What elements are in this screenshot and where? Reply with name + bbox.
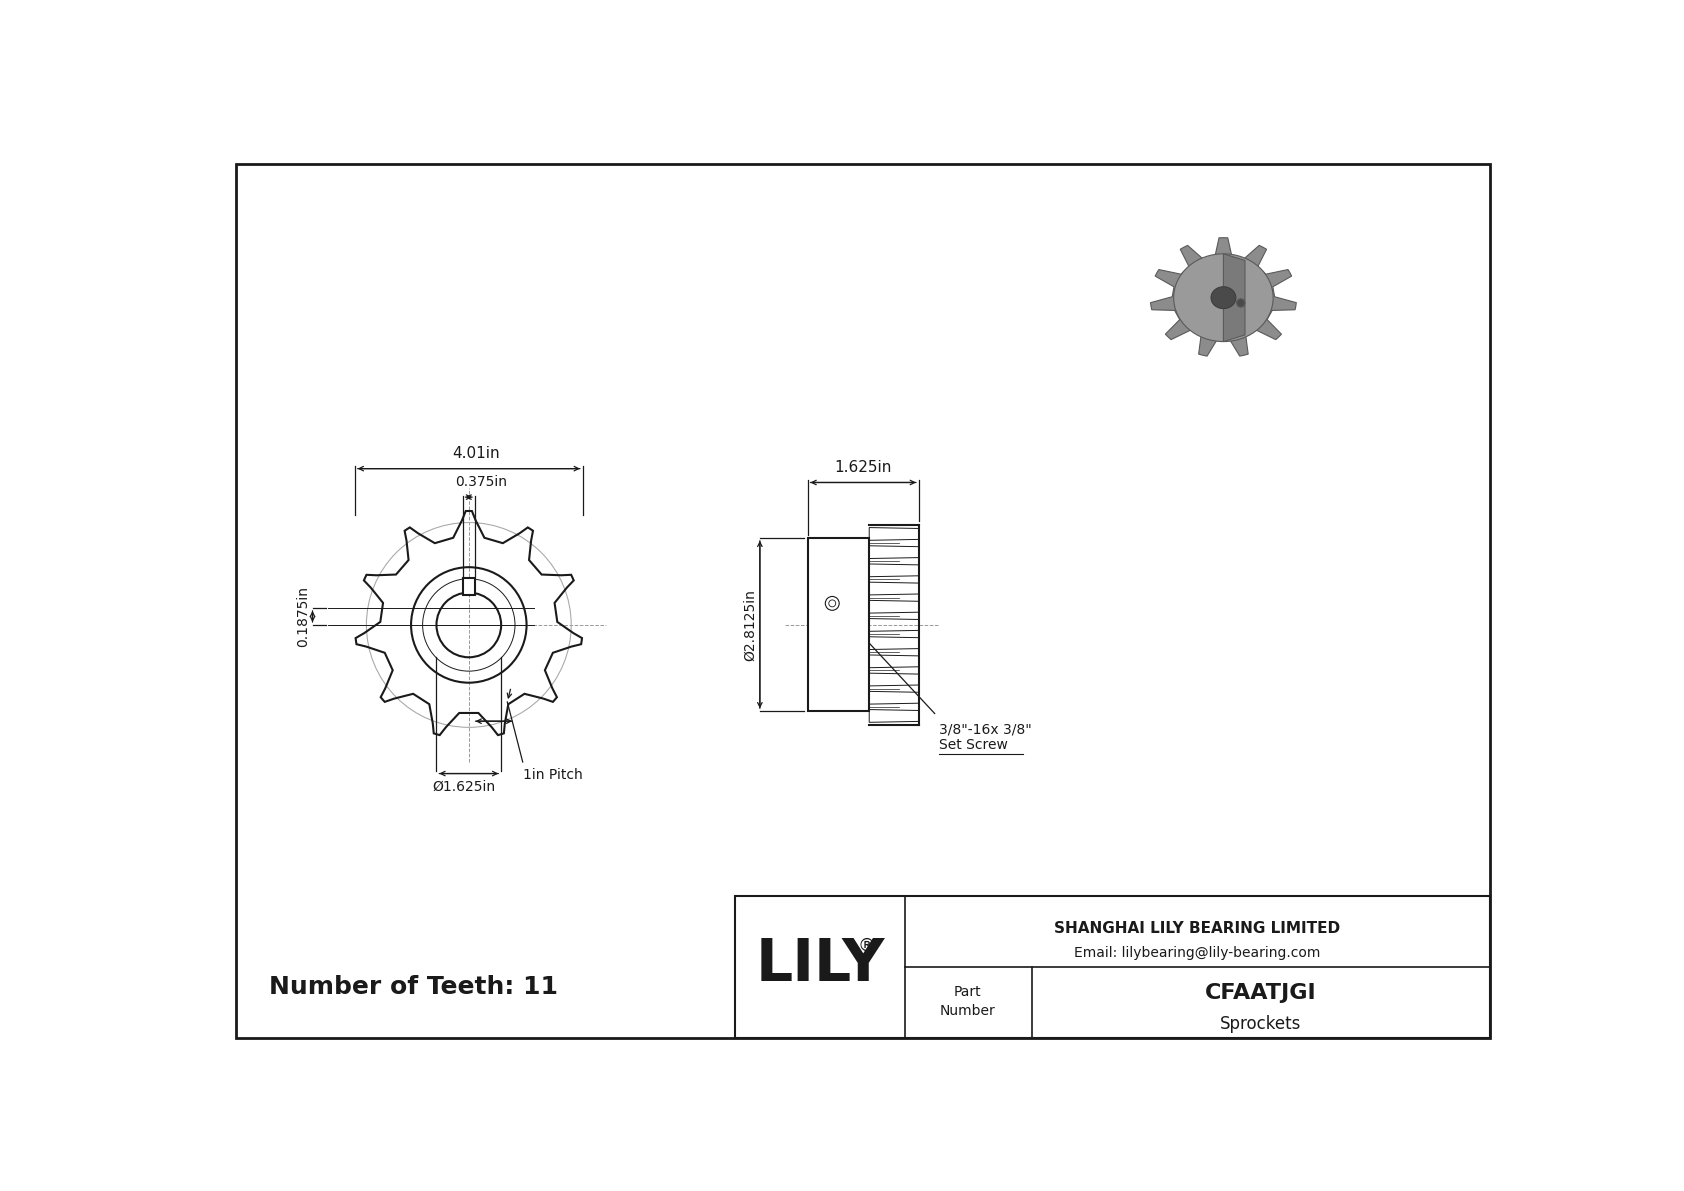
Text: Number of Teeth: 11: Number of Teeth: 11 <box>269 975 557 999</box>
Text: SHANGHAI LILY BEARING LIMITED: SHANGHAI LILY BEARING LIMITED <box>1054 922 1340 936</box>
Text: ®: ® <box>857 937 876 955</box>
Bar <box>808 538 869 711</box>
Text: 0.375in: 0.375in <box>455 475 507 490</box>
Text: CFAATJGI: CFAATJGI <box>1206 983 1317 1003</box>
Text: 1in Pitch: 1in Pitch <box>522 768 583 782</box>
Bar <box>736 896 1490 1039</box>
Text: Ø1.625in: Ø1.625in <box>433 780 495 793</box>
Text: 3/8"-16x 3/8": 3/8"-16x 3/8" <box>938 723 1031 736</box>
Text: Set Screw: Set Screw <box>938 738 1007 752</box>
Text: Sprockets: Sprockets <box>1221 1015 1302 1033</box>
Text: Part
Number: Part Number <box>940 985 995 1017</box>
Ellipse shape <box>1174 254 1273 342</box>
Circle shape <box>1238 299 1244 307</box>
Text: Email: lilybearing@lily-bearing.com: Email: lilybearing@lily-bearing.com <box>1074 946 1320 960</box>
Ellipse shape <box>1211 287 1236 308</box>
Text: LILY: LILY <box>754 936 884 993</box>
Text: Ø2.8125in: Ø2.8125in <box>744 590 758 661</box>
Text: 0.1875in: 0.1875in <box>296 586 310 647</box>
Polygon shape <box>1150 238 1297 356</box>
Polygon shape <box>1223 254 1244 342</box>
Text: 1.625in: 1.625in <box>835 460 893 475</box>
Text: 4.01in: 4.01in <box>453 445 500 461</box>
Bar <box>463 578 475 596</box>
